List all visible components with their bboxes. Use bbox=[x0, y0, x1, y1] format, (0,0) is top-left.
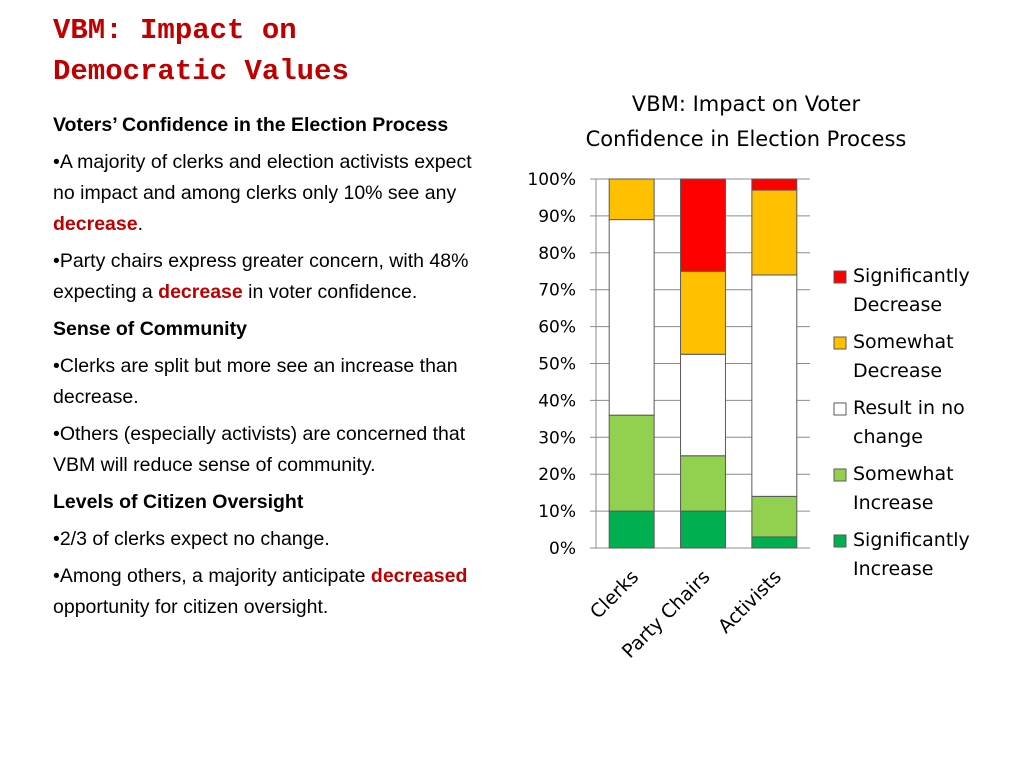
legend-label: Decrease bbox=[853, 360, 942, 382]
section-heading-oversight: Levels of Citizen Oversight bbox=[53, 491, 304, 513]
bullet-clerks-split: •Clerks are split but more see an increa… bbox=[53, 355, 458, 408]
legend-swatch bbox=[833, 402, 847, 416]
bullet-tail: opportunity for citizen oversight. bbox=[53, 596, 329, 618]
legend-swatch bbox=[833, 468, 847, 482]
y-tick-label: 10% bbox=[538, 502, 576, 522]
bar-clerks-significantly-increase bbox=[608, 510, 655, 549]
section-heading-voter-confidence: Voters’ Confidence in the Election Proce… bbox=[53, 114, 449, 136]
bar-activists-result-in-no-change bbox=[751, 274, 798, 497]
y-tick-label: 50% bbox=[538, 355, 576, 375]
legend-swatch bbox=[833, 270, 847, 284]
bar-party-chairs-significantly-decrease bbox=[680, 178, 726, 272]
bar-activists-somewhat-increase bbox=[751, 495, 798, 538]
x-category-label: Activists bbox=[714, 566, 786, 638]
bar-activists-significantly-decrease bbox=[751, 178, 798, 191]
y-tick-label: 100% bbox=[527, 170, 576, 190]
legend-swatch bbox=[833, 534, 847, 548]
emphasis-decrease: decrease bbox=[53, 213, 138, 235]
y-tick-label: 30% bbox=[538, 428, 576, 448]
bar-clerks-result-in-no-change bbox=[608, 219, 655, 416]
legend-label: Somewhat bbox=[853, 463, 954, 485]
bullet-party-chairs: •Party chairs express greater concern, w… bbox=[53, 246, 483, 308]
emphasis-decrease: decrease bbox=[158, 281, 243, 303]
chart-title-line-2: Confidence in Election Process bbox=[586, 127, 907, 151]
chart-title: VBM: Impact on Voter Confidence in Electi… bbox=[586, 92, 907, 151]
y-tick-label: 60% bbox=[538, 318, 576, 338]
bullet-clerks-activists: •A majority of clerks and election activ… bbox=[53, 147, 483, 240]
y-tick-label: 40% bbox=[538, 391, 576, 411]
legend-label: Decrease bbox=[853, 294, 942, 316]
x-category-label: Clerks bbox=[586, 566, 643, 623]
legend-label: Somewhat bbox=[853, 331, 954, 353]
bar-party-chairs-somewhat-decrease bbox=[680, 270, 726, 355]
legend-label: Increase bbox=[853, 558, 933, 580]
y-tick-label: 0% bbox=[549, 539, 576, 559]
slide-title-line-2: Democratic Values bbox=[53, 55, 349, 88]
body-text: Voters’ Confidence in the Election Proce… bbox=[53, 110, 483, 629]
legend-swatch bbox=[833, 336, 847, 350]
legend-label: change bbox=[853, 426, 923, 448]
bar-party-chairs-somewhat-increase bbox=[680, 455, 726, 512]
bullet-tail: . bbox=[137, 213, 143, 235]
bar-party-chairs-result-in-no-change bbox=[680, 353, 726, 457]
bar-clerks-somewhat-decrease bbox=[608, 178, 655, 221]
bullet-text: •Among others, a majority anticipate bbox=[53, 565, 371, 587]
bullet-text: •A majority of clerks and election activ… bbox=[53, 151, 472, 204]
bullet-tail: in voter confidence. bbox=[242, 281, 418, 303]
y-tick-label: 90% bbox=[538, 207, 576, 227]
legend-label: Significantly bbox=[853, 529, 970, 551]
chart-legend: Significantly Decrease Somewhat Decrease Res… bbox=[833, 265, 970, 580]
y-axis-ticks: 0% 10% 20% 30% 40% 50% 60% 70% 80% 90% 100% bbox=[527, 170, 576, 559]
bullet-others-concerned: •Others (especially activists) are conce… bbox=[53, 423, 466, 476]
chart-title-line-1: VBM: Impact on Voter bbox=[632, 92, 861, 116]
chart-bars bbox=[608, 178, 798, 549]
bar-party-chairs-significantly-increase bbox=[680, 510, 726, 549]
slide-title: VBM: Impact on Democratic Values bbox=[53, 10, 473, 92]
y-tick-label: 20% bbox=[538, 465, 576, 485]
bullet-clerks-no-change: •2/3 of clerks expect no change. bbox=[53, 528, 330, 550]
legend-label: Increase bbox=[853, 492, 933, 514]
legend-label: Significantly bbox=[853, 265, 970, 287]
bar-activists-significantly-increase bbox=[751, 536, 798, 549]
bullet-majority-decreased: •Among others, a majority anticipate dec… bbox=[53, 561, 483, 623]
slide-title-line-1: VBM: Impact on bbox=[53, 14, 297, 47]
section-heading-community: Sense of Community bbox=[53, 318, 247, 340]
y-tick-label: 70% bbox=[538, 281, 576, 301]
bar-activists-somewhat-decrease bbox=[751, 189, 798, 276]
y-tick-label: 80% bbox=[538, 244, 576, 264]
bar-clerks-somewhat-increase bbox=[608, 414, 655, 512]
emphasis-decreased: decreased bbox=[370, 565, 468, 587]
legend-label: Result in no bbox=[853, 397, 965, 419]
bullet-text: •Party chairs express greater concern, w… bbox=[53, 250, 469, 303]
